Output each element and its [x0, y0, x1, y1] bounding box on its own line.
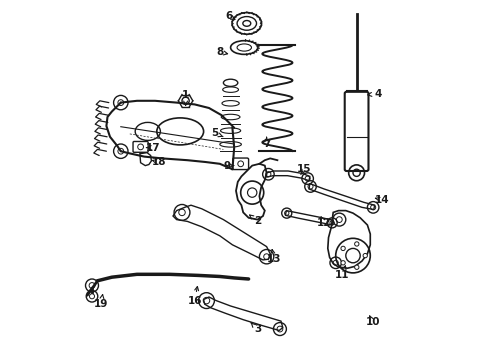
- Text: 15: 15: [297, 164, 312, 174]
- Text: 13: 13: [267, 254, 281, 264]
- Text: 16: 16: [187, 296, 202, 306]
- Text: 2: 2: [254, 216, 261, 226]
- Text: 6: 6: [225, 11, 232, 21]
- Text: 5: 5: [211, 128, 218, 138]
- Text: 17: 17: [146, 143, 161, 153]
- Circle shape: [363, 253, 368, 258]
- Circle shape: [341, 246, 345, 251]
- Text: 3: 3: [254, 324, 261, 334]
- Text: 7: 7: [263, 139, 270, 149]
- Text: 14: 14: [374, 195, 389, 205]
- Text: 19: 19: [94, 299, 108, 309]
- Circle shape: [355, 242, 359, 246]
- Text: 18: 18: [151, 157, 166, 167]
- Text: 8: 8: [216, 47, 223, 57]
- Text: 12: 12: [317, 218, 331, 228]
- Text: 4: 4: [374, 89, 382, 99]
- Text: 1: 1: [182, 90, 189, 100]
- Circle shape: [341, 261, 345, 265]
- Circle shape: [355, 265, 359, 269]
- Text: 10: 10: [366, 317, 380, 327]
- Text: 11: 11: [335, 270, 349, 280]
- Text: 9: 9: [223, 161, 231, 171]
